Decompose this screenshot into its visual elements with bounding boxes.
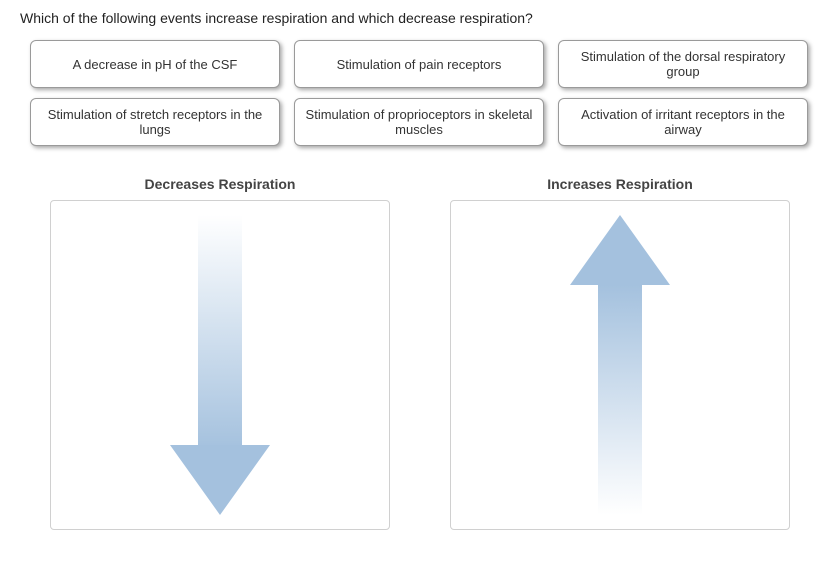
card-irritant-receptors[interactable]: Activation of irritant receptors in the … [558,98,808,146]
increase-column: Increases Respiration [450,176,790,530]
down-arrow-icon [160,210,280,520]
up-arrow-icon [560,210,680,520]
question-text: Which of the following events increase r… [20,10,818,26]
decrease-column: Decreases Respiration [50,176,390,530]
card-proprioceptors[interactable]: Stimulation of proprioceptors in skeleta… [294,98,544,146]
decrease-dropzone[interactable] [50,200,390,530]
card-ph-csf[interactable]: A decrease in pH of the CSF [30,40,280,88]
decrease-title: Decreases Respiration [145,176,296,192]
dropzones-area: Decreases Respiration Increases Respirat… [20,176,818,530]
card-pain-receptors[interactable]: Stimulation of pain receptors [294,40,544,88]
card-stretch-receptors[interactable]: Stimulation of stretch receptors in the … [30,98,280,146]
increase-dropzone[interactable] [450,200,790,530]
card-dorsal-respiratory[interactable]: Stimulation of the dorsal respiratory gr… [558,40,808,88]
draggable-cards-area: A decrease in pH of the CSF Stimulation … [20,40,818,146]
increase-title: Increases Respiration [547,176,693,192]
